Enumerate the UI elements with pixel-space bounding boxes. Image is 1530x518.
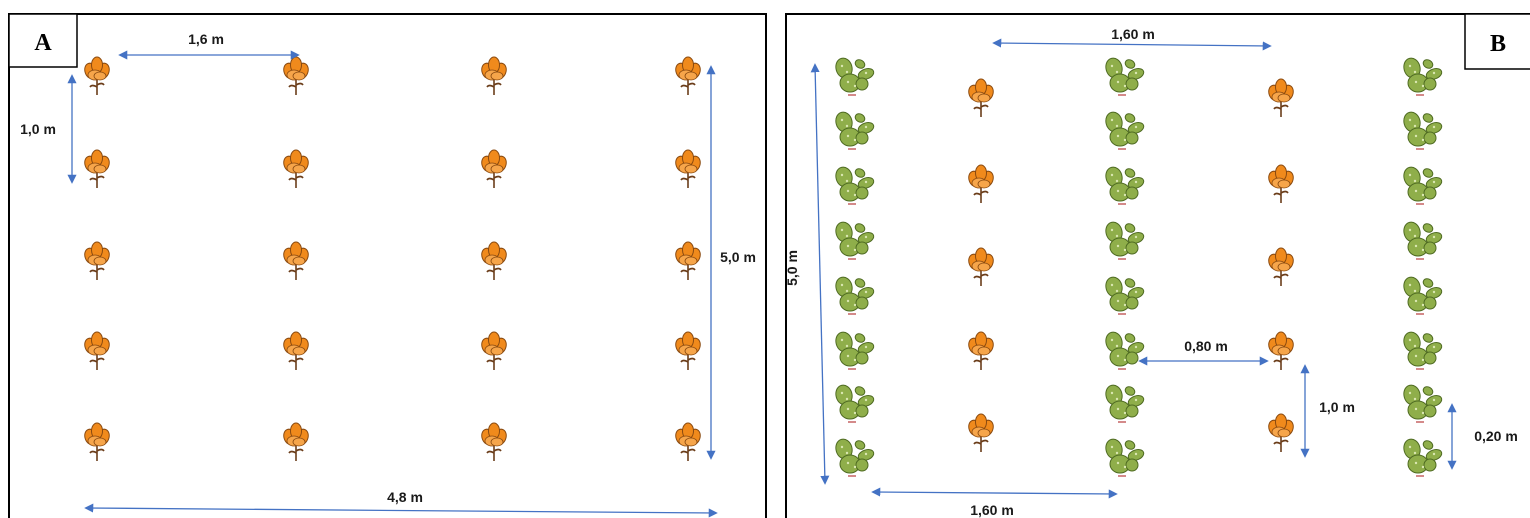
panel-b: B 1,60 m 5,0 m 0,80 m 1,0 m 0,20 m 1,60 … — [784, 13, 1530, 518]
panel-b-frame — [785, 13, 1530, 518]
dim-arrow-total-width — [84, 503, 718, 518]
dim-label-cactus-spacing: 0,20 m — [1474, 428, 1518, 444]
dim-label-horizontal-spacing: 1,6 m — [188, 31, 224, 47]
dim-arrow-bottom-spacing — [871, 487, 1118, 499]
dim-label-column-length: 5,0 m — [720, 249, 756, 265]
dim-label-row-offset: 0,80 m — [1184, 338, 1228, 354]
dim-label-column-length-b: 5,0 m — [784, 250, 800, 286]
panel-a-label-box — [8, 13, 78, 68]
dim-arrow-top-spacing — [992, 38, 1272, 51]
dim-label-vertical-spacing-b: 1,0 m — [1319, 399, 1355, 415]
panel-a-label: A — [34, 30, 52, 56]
dim-label-total-width: 4,8 m — [387, 489, 423, 505]
dim-label-top-spacing: 1,60 m — [1111, 26, 1155, 42]
panel-a-frame — [8, 13, 767, 518]
panel-a: A 1,6 m 1,0 m 5,0 m 4,8 m — [8, 13, 767, 518]
panel-b-label: B — [1490, 31, 1506, 57]
dim-label-bottom-spacing: 1,60 m — [970, 502, 1014, 518]
dim-label-vertical-spacing: 1,0 m — [20, 121, 56, 137]
dim-arrow-column-length-b — [810, 63, 830, 485]
panel-b-label-box — [1464, 13, 1530, 70]
